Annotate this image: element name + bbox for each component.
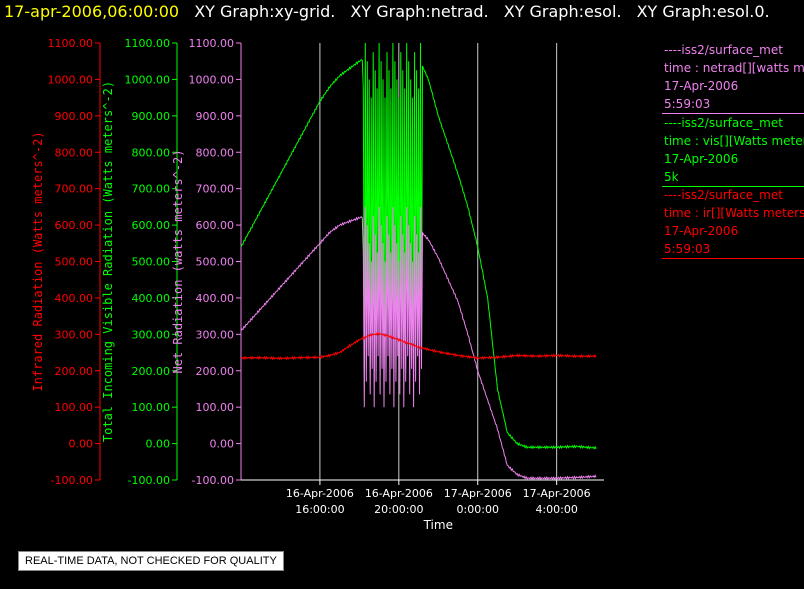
x-tick-label-time: 4:00:00 [535, 503, 577, 516]
graph-title-2[interactable]: XY Graph:netrad. [350, 2, 489, 21]
y-tick-label: 400.00 [196, 292, 235, 305]
y-tick-label: -100.00 [192, 474, 234, 487]
y-tick-label: 100.00 [196, 401, 235, 414]
y-tick-label: -100.00 [128, 474, 170, 487]
y-tick-label: 800.00 [132, 146, 171, 159]
x-tick-label-date: 16-Apr-2006 [286, 487, 354, 500]
legend-date: 17-Apr-2006 [664, 79, 739, 93]
y-tick-label: 400.00 [55, 292, 94, 305]
legend-source: ----iss2/surface_met [664, 116, 783, 130]
legend-entry-ir: ----iss2/surface_met time : ir[][Watts m… [664, 186, 804, 258]
graph-title-1[interactable]: XY Graph:xy-grid. [194, 2, 336, 21]
y-axis-title: Infrared Radiation (Watts meters^-2) [31, 131, 45, 391]
y-tick-label: 300.00 [132, 328, 171, 341]
y-tick-label: 1000.00 [189, 73, 235, 86]
y-tick-label: -100.00 [51, 474, 93, 487]
y-axis-title: Net Radiation (watts meters^-2) [171, 150, 185, 374]
y-tick-label: 700.00 [132, 183, 171, 196]
y-tick-label: 700.00 [55, 183, 94, 196]
y-tick-label: 100.00 [132, 401, 171, 414]
legend-source: ----iss2/surface_met [664, 43, 783, 57]
y-tick-label: 1000.00 [125, 73, 171, 86]
y-tick-label: 200.00 [55, 365, 94, 378]
x-tick-label-date: 17-Apr-2006 [523, 487, 591, 500]
y-tick-label: 700.00 [196, 183, 235, 196]
y-tick-label: 800.00 [55, 146, 94, 159]
y-tick-label: 500.00 [55, 256, 94, 269]
y-tick-label: 900.00 [55, 110, 94, 123]
x-tick-label-time: 0:00:00 [457, 503, 499, 516]
y-tick-label: 300.00 [55, 328, 94, 341]
y-tick-label: 0.00 [210, 438, 235, 451]
x-tick-label-date: 17-Apr-2006 [444, 487, 512, 500]
series-line-netrad [240, 206, 597, 481]
legend-divider [662, 258, 804, 259]
legend-variable: time : netrad[][watts meters^-2] [664, 61, 804, 75]
y-tick-label: 1000.00 [48, 73, 94, 86]
legend-date: 17-Apr-2006 [664, 152, 739, 166]
legend-time: 5:59:03 [664, 97, 711, 111]
quality-warning-label: REAL-TIME DATA, NOT CHECKED FOR QUALITY [18, 551, 284, 571]
series-line-vis [240, 42, 597, 450]
y-tick-label: 500.00 [196, 256, 235, 269]
title-timestamp: 17-apr-2006,06:00:00 [4, 2, 180, 21]
legend-variable: time : vis[][Watts meters^-2] [664, 134, 804, 148]
y-tick-label: 200.00 [196, 365, 235, 378]
legend-divider [662, 113, 804, 114]
graph-title-3[interactable]: XY Graph:esol. [503, 2, 622, 21]
y-tick-label: 300.00 [196, 328, 235, 341]
legend-time: 5k [664, 170, 679, 184]
legend-source: ----iss2/surface_met [664, 188, 783, 202]
x-axis-title: Time [423, 518, 453, 532]
y-tick-label: 400.00 [132, 292, 171, 305]
legend-divider [662, 186, 804, 187]
title-bar: 17-apr-2006,06:00:00 XY Graph:xy-grid. X… [0, 2, 804, 24]
graph-title-4[interactable]: XY Graph:esol.0. [636, 2, 770, 21]
y-axis-title: Total Incoming Visible Radiation (Watts … [101, 81, 115, 442]
x-tick-label-date: 16-Apr-2006 [365, 487, 433, 500]
legend-time: 5:59:03 [664, 242, 711, 256]
y-tick-label: 600.00 [132, 219, 171, 232]
y-tick-label: 600.00 [196, 219, 235, 232]
y-tick-label: 500.00 [132, 256, 171, 269]
y-tick-label: 100.00 [55, 401, 94, 414]
y-tick-label: 0.00 [69, 438, 94, 451]
y-tick-label: 600.00 [55, 219, 94, 232]
x-tick-label-time: 16:00:00 [295, 503, 344, 516]
y-tick-label: 200.00 [132, 365, 171, 378]
y-tick-label: 800.00 [196, 146, 235, 159]
legend-date: 17-Apr-2006 [664, 224, 739, 238]
y-tick-label: 1100.00 [48, 37, 94, 50]
series-line-ir [240, 331, 597, 361]
x-tick-label-time: 20:00:00 [374, 503, 423, 516]
legend-entry-netrad: ----iss2/surface_met time : netrad[][wat… [664, 41, 804, 113]
y-tick-label: 1100.00 [125, 37, 171, 50]
legend-entry-vis: ----iss2/surface_met time : vis[][Watts … [664, 114, 804, 186]
y-tick-label: 1100.00 [189, 37, 235, 50]
legend-variable: time : ir[][Watts meters^-2] [664, 206, 804, 220]
y-tick-label: 900.00 [132, 110, 171, 123]
y-tick-label: 0.00 [146, 438, 171, 451]
y-tick-label: 900.00 [196, 110, 235, 123]
